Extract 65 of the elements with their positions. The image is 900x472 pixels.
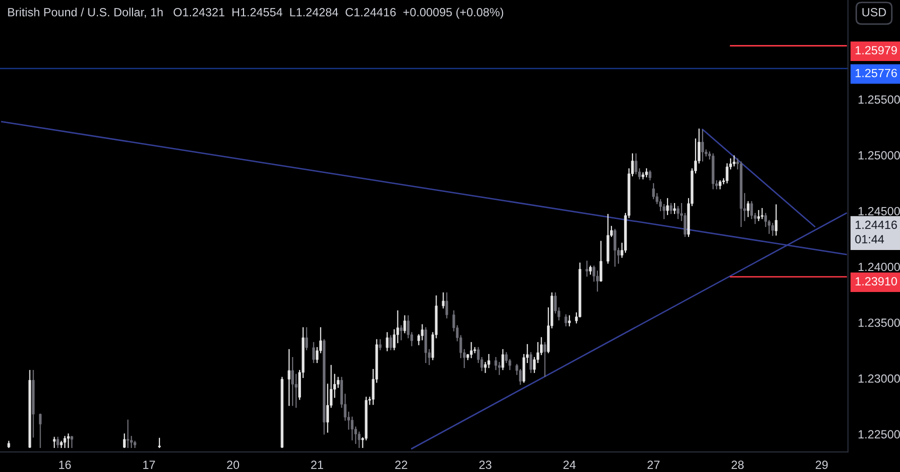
candlestick: [701, 130, 704, 162]
candlestick: [403, 315, 406, 334]
y-tick-label: 1.24000: [858, 262, 900, 272]
series-label: 1.25979: [856, 46, 897, 54]
candlestick: [564, 314, 568, 326]
text: USD: [862, 8, 886, 16]
x-tick-label: 27: [648, 460, 660, 469]
x-tick-label: 20: [227, 460, 240, 469]
x-tick-label: 22: [395, 460, 408, 469]
y-tick-label: 1.23000: [858, 374, 900, 383]
candlestick: [732, 155, 736, 166]
candlestick: [38, 414, 42, 448]
candlestick: [126, 420, 130, 448]
ref-line-label: 1.25776: [856, 68, 897, 78]
text: British Pound / U.S. Dollar, 1h: [8, 8, 163, 18]
candlestick: [424, 327, 428, 364]
candlestick: [600, 240, 602, 282]
x-tick-label: 28: [732, 460, 744, 469]
candlestick: [67, 433, 70, 448]
candlestick: [291, 357, 294, 406]
candlestick: [288, 349, 290, 406]
candlestick: [123, 433, 126, 448]
candlestick: [771, 222, 774, 236]
candlestick: [670, 203, 672, 214]
candlestick: [746, 201, 750, 218]
candlestick: [544, 342, 546, 377]
candlestick: [312, 342, 315, 364]
x-tick-label: 24: [563, 460, 576, 469]
candlestick: [389, 335, 392, 350]
candlestick: [757, 210, 760, 222]
candlestick: [676, 206, 680, 220]
candlestick: [760, 208, 764, 220]
candlestick: [70, 436, 74, 448]
candlestick: [666, 198, 669, 216]
candlestick: [614, 228, 616, 267]
candlestick: [568, 315, 571, 326]
y-tick-label: 1.25500: [858, 95, 900, 104]
x-tick-label: 17: [143, 460, 155, 469]
candlestick: [502, 349, 504, 370]
candlestick: [470, 342, 473, 358]
x-tick-label: 21: [311, 460, 324, 469]
candlestick: [442, 292, 445, 308]
text: O1.24321 H1.24554 L1.24284 C1.24416 +0.00095 (+0.08%): [174, 8, 504, 19]
candlestick: [386, 332, 389, 352]
series-label: 1.23910: [856, 277, 897, 286]
candlestick: [56, 436, 60, 448]
x-tick-label: 16: [59, 460, 71, 469]
y-tick-label: 1.23500: [858, 318, 900, 327]
y-tick-label: 1.22500: [858, 430, 900, 439]
candlestick: [63, 436, 66, 448]
candlestick: [774, 204, 778, 236]
candlestick: [445, 292, 448, 318]
x-tick-label: 29: [816, 460, 828, 469]
y-tick-label: 1.24500: [858, 206, 900, 216]
candlestick: [52, 436, 56, 448]
candlestick: [530, 352, 532, 373]
candlestick: [158, 438, 161, 448]
candlestick: [673, 203, 676, 214]
candlestick: [586, 260, 588, 277]
candlestick: [305, 327, 308, 350]
x-tick-label: 23: [479, 460, 492, 469]
y-tick-label: 1.25000: [858, 151, 900, 160]
text: 1.24416 01:44: [855, 220, 897, 244]
candlestick: [400, 325, 403, 340]
candlestick: [378, 339, 382, 350]
